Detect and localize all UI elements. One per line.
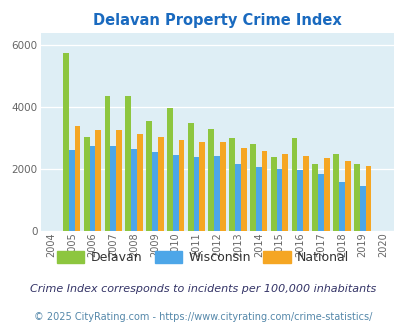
Bar — [116, 130, 122, 231]
Bar — [270, 157, 276, 231]
Bar — [282, 154, 288, 231]
Bar — [311, 164, 318, 231]
Bar — [323, 158, 329, 231]
Bar — [193, 157, 199, 231]
Bar — [63, 53, 69, 231]
Bar — [90, 146, 95, 231]
Bar — [359, 185, 364, 231]
Bar — [214, 155, 220, 231]
Bar — [104, 96, 110, 231]
Bar — [187, 123, 193, 231]
Title: Delavan Property Crime Index: Delavan Property Crime Index — [93, 13, 341, 28]
Bar — [291, 138, 297, 231]
Bar — [166, 108, 172, 231]
Bar — [249, 145, 255, 231]
Bar — [178, 140, 184, 231]
Bar — [255, 167, 261, 231]
Bar — [261, 151, 267, 231]
Bar — [297, 170, 303, 231]
Bar — [338, 182, 344, 231]
Bar — [220, 142, 225, 231]
Bar — [208, 129, 214, 231]
Bar — [240, 148, 246, 231]
Bar — [125, 96, 131, 231]
Bar — [353, 164, 359, 231]
Bar — [146, 121, 151, 231]
Bar — [276, 169, 282, 231]
Bar — [110, 146, 116, 231]
Bar — [75, 126, 80, 231]
Text: © 2025 CityRating.com - https://www.cityrating.com/crime-statistics/: © 2025 CityRating.com - https://www.city… — [34, 312, 371, 322]
Bar — [318, 174, 323, 231]
Bar — [303, 156, 308, 231]
Bar — [234, 164, 240, 231]
Bar — [83, 137, 90, 231]
Bar — [158, 137, 163, 231]
Bar — [151, 152, 158, 231]
Bar — [199, 142, 205, 231]
Bar — [95, 130, 101, 231]
Bar — [333, 154, 338, 231]
Text: Crime Index corresponds to incidents per 100,000 inhabitants: Crime Index corresponds to incidents per… — [30, 284, 375, 294]
Bar — [172, 155, 178, 231]
Bar — [364, 166, 371, 231]
Bar — [344, 161, 350, 231]
Bar — [136, 134, 143, 231]
Bar — [131, 149, 136, 231]
Legend: Delavan, Wisconsin, National: Delavan, Wisconsin, National — [51, 246, 354, 269]
Bar — [229, 138, 234, 231]
Bar — [69, 150, 75, 231]
